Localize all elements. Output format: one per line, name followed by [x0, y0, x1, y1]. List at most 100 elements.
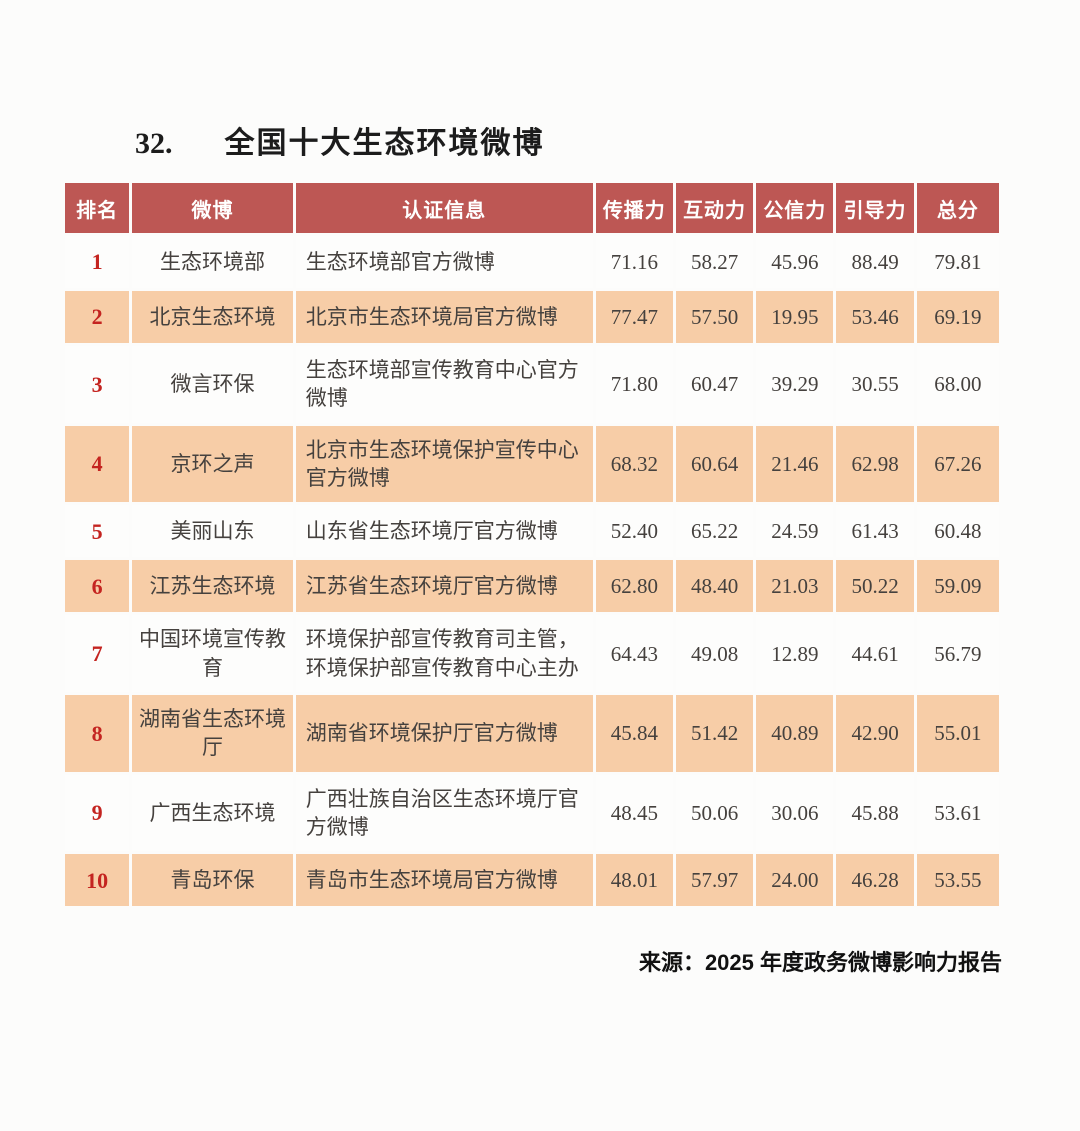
cell-cert: 环境保护部宣传教育司主管，环境保护部宣传教育中心主办 — [295, 615, 593, 693]
cell-credit: 24.00 — [756, 854, 834, 907]
cell-interact: 60.64 — [675, 425, 754, 503]
ranking-table: 排名 微博 认证信息 传播力 互动力 公信力 引导力 总分 1 生态环境部 生态环境… — [62, 180, 1002, 909]
cell-credit: 21.46 — [756, 425, 834, 503]
cell-interact: 57.50 — [675, 291, 754, 343]
cell-total: 67.26 — [916, 425, 999, 503]
cell-weibo: 美丽山东 — [132, 505, 293, 558]
cell-cert: 江苏省生态环境厅官方微博 — [295, 560, 593, 613]
cell-weibo: 江苏生态环境 — [132, 560, 293, 613]
cell-rank: 9 — [65, 774, 130, 852]
cell-interact: 50.06 — [675, 774, 754, 852]
cell-spread: 71.80 — [595, 346, 673, 423]
cell-total: 68.00 — [916, 346, 999, 423]
cell-total: 53.55 — [916, 854, 999, 907]
cell-rank: 4 — [65, 425, 130, 503]
page-title: 32. 全国十大生态环境微博 — [135, 118, 1080, 162]
cell-weibo: 中国环境宣传教育 — [132, 615, 293, 693]
cell-spread: 68.32 — [595, 425, 673, 503]
table-row: 7 中国环境宣传教育 环境保护部宣传教育司主管，环境保护部宣传教育中心主办 64.43… — [65, 615, 999, 693]
cell-cert: 北京市生态环境局官方微博 — [295, 291, 593, 343]
cell-guide: 53.46 — [836, 291, 914, 343]
cell-total: 69.19 — [916, 291, 999, 343]
cell-rank: 7 — [65, 615, 130, 693]
cell-spread: 62.80 — [595, 560, 673, 613]
cell-rank: 2 — [65, 291, 130, 343]
cell-interact: 58.27 — [675, 236, 754, 288]
cell-spread: 64.43 — [595, 615, 673, 693]
column-header-spread: 传播力 — [595, 183, 673, 233]
table-row: 6 江苏生态环境 江苏省生态环境厅官方微博 62.80 48.40 21.03 50.22 5… — [65, 560, 999, 613]
cell-cert: 湖南省环境保护厅官方微博 — [295, 695, 593, 772]
source-caption: 来源：2025 年度政务微博影响力报告 — [638, 950, 1002, 976]
cell-weibo: 微言环保 — [132, 346, 293, 423]
column-header-total: 总分 — [916, 183, 999, 233]
cell-weibo: 青岛环保 — [132, 854, 293, 907]
table-row: 2 北京生态环境 北京市生态环境局官方微博 77.47 57.50 19.95 53.46 6… — [65, 291, 999, 343]
cell-rank: 10 — [65, 854, 130, 907]
cell-credit: 19.95 — [756, 291, 834, 343]
cell-credit: 39.29 — [756, 346, 834, 423]
cell-credit: 30.06 — [756, 774, 834, 852]
cell-guide: 42.90 — [836, 695, 914, 772]
cell-cert: 青岛市生态环境局官方微博 — [295, 854, 593, 907]
column-header-credit: 公信力 — [756, 183, 834, 233]
cell-weibo: 生态环境部 — [132, 236, 293, 288]
cell-guide: 46.28 — [836, 854, 914, 907]
column-header-cert: 认证信息 — [295, 183, 593, 233]
cell-interact: 57.97 — [675, 854, 754, 907]
section-number: 32. — [135, 127, 173, 160]
table-body: 1 生态环境部 生态环境部官方微博 71.16 58.27 45.96 88.49 79.81… — [65, 236, 999, 907]
table-row: 4 京环之声 北京市生态环境保护宣传中心官方微博 68.32 60.64 21.46 62.… — [65, 425, 999, 503]
cell-spread: 48.01 — [595, 854, 673, 907]
table-row: 5 美丽山东 山东省生态环境厅官方微博 52.40 65.22 24.59 61.43 60.… — [65, 505, 999, 558]
cell-guide: 30.55 — [836, 346, 914, 423]
cell-total: 53.61 — [916, 774, 999, 852]
cell-rank: 1 — [65, 236, 130, 288]
cell-spread: 71.16 — [595, 236, 673, 288]
cell-rank: 5 — [65, 505, 130, 558]
column-header-guide: 引导力 — [836, 183, 914, 233]
cell-total: 60.48 — [916, 505, 999, 558]
cell-total: 56.79 — [916, 615, 999, 693]
cell-cert: 生态环境部宣传教育中心官方微博 — [295, 346, 593, 423]
cell-spread: 48.45 — [595, 774, 673, 852]
table-header-row: 排名 微博 认证信息 传播力 互动力 公信力 引导力 总分 — [65, 183, 999, 233]
cell-credit: 24.59 — [756, 505, 834, 558]
cell-total: 59.09 — [916, 560, 999, 613]
cell-interact: 48.40 — [675, 560, 754, 613]
table-row: 8 湖南省生态环境厅 湖南省环境保护厅官方微博 45.84 51.42 40.89 42.9… — [65, 695, 999, 772]
cell-weibo: 北京生态环境 — [132, 291, 293, 343]
cell-credit: 21.03 — [756, 560, 834, 613]
cell-cert: 广西壮族自治区生态环境厅官方微博 — [295, 774, 593, 852]
cell-interact: 51.42 — [675, 695, 754, 772]
cell-rank: 6 — [65, 560, 130, 613]
table-row: 9 广西生态环境 广西壮族自治区生态环境厅官方微博 48.45 50.06 30.06 45… — [65, 774, 999, 852]
cell-guide: 88.49 — [836, 236, 914, 288]
cell-interact: 49.08 — [675, 615, 754, 693]
cell-rank: 8 — [65, 695, 130, 772]
cell-guide: 44.61 — [836, 615, 914, 693]
cell-cert: 山东省生态环境厅官方微博 — [295, 505, 593, 558]
cell-interact: 60.47 — [675, 346, 754, 423]
cell-credit: 45.96 — [756, 236, 834, 288]
page-title-text: 全国十大生态环境微博 — [224, 127, 545, 160]
column-header-interact: 互动力 — [675, 183, 754, 233]
cell-total: 79.81 — [916, 236, 999, 288]
cell-weibo: 京环之声 — [132, 425, 293, 503]
cell-spread: 45.84 — [595, 695, 673, 772]
cell-credit: 40.89 — [756, 695, 834, 772]
cell-spread: 52.40 — [595, 505, 673, 558]
cell-total: 55.01 — [916, 695, 999, 772]
cell-rank: 3 — [65, 346, 130, 423]
cell-weibo: 广西生态环境 — [132, 774, 293, 852]
cell-cert: 生态环境部官方微博 — [295, 236, 593, 288]
table-row: 1 生态环境部 生态环境部官方微博 71.16 58.27 45.96 88.49 79.81 — [65, 236, 999, 288]
cell-guide: 62.98 — [836, 425, 914, 503]
cell-guide: 61.43 — [836, 505, 914, 558]
table-row: 3 微言环保 生态环境部宣传教育中心官方微博 71.80 60.47 39.29 30.55… — [65, 346, 999, 423]
column-header-rank: 排名 — [65, 183, 130, 233]
cell-cert: 北京市生态环境保护宣传中心官方微博 — [295, 425, 593, 503]
cell-interact: 65.22 — [675, 505, 754, 558]
column-header-weibo: 微博 — [132, 183, 293, 233]
cell-guide: 45.88 — [836, 774, 914, 852]
